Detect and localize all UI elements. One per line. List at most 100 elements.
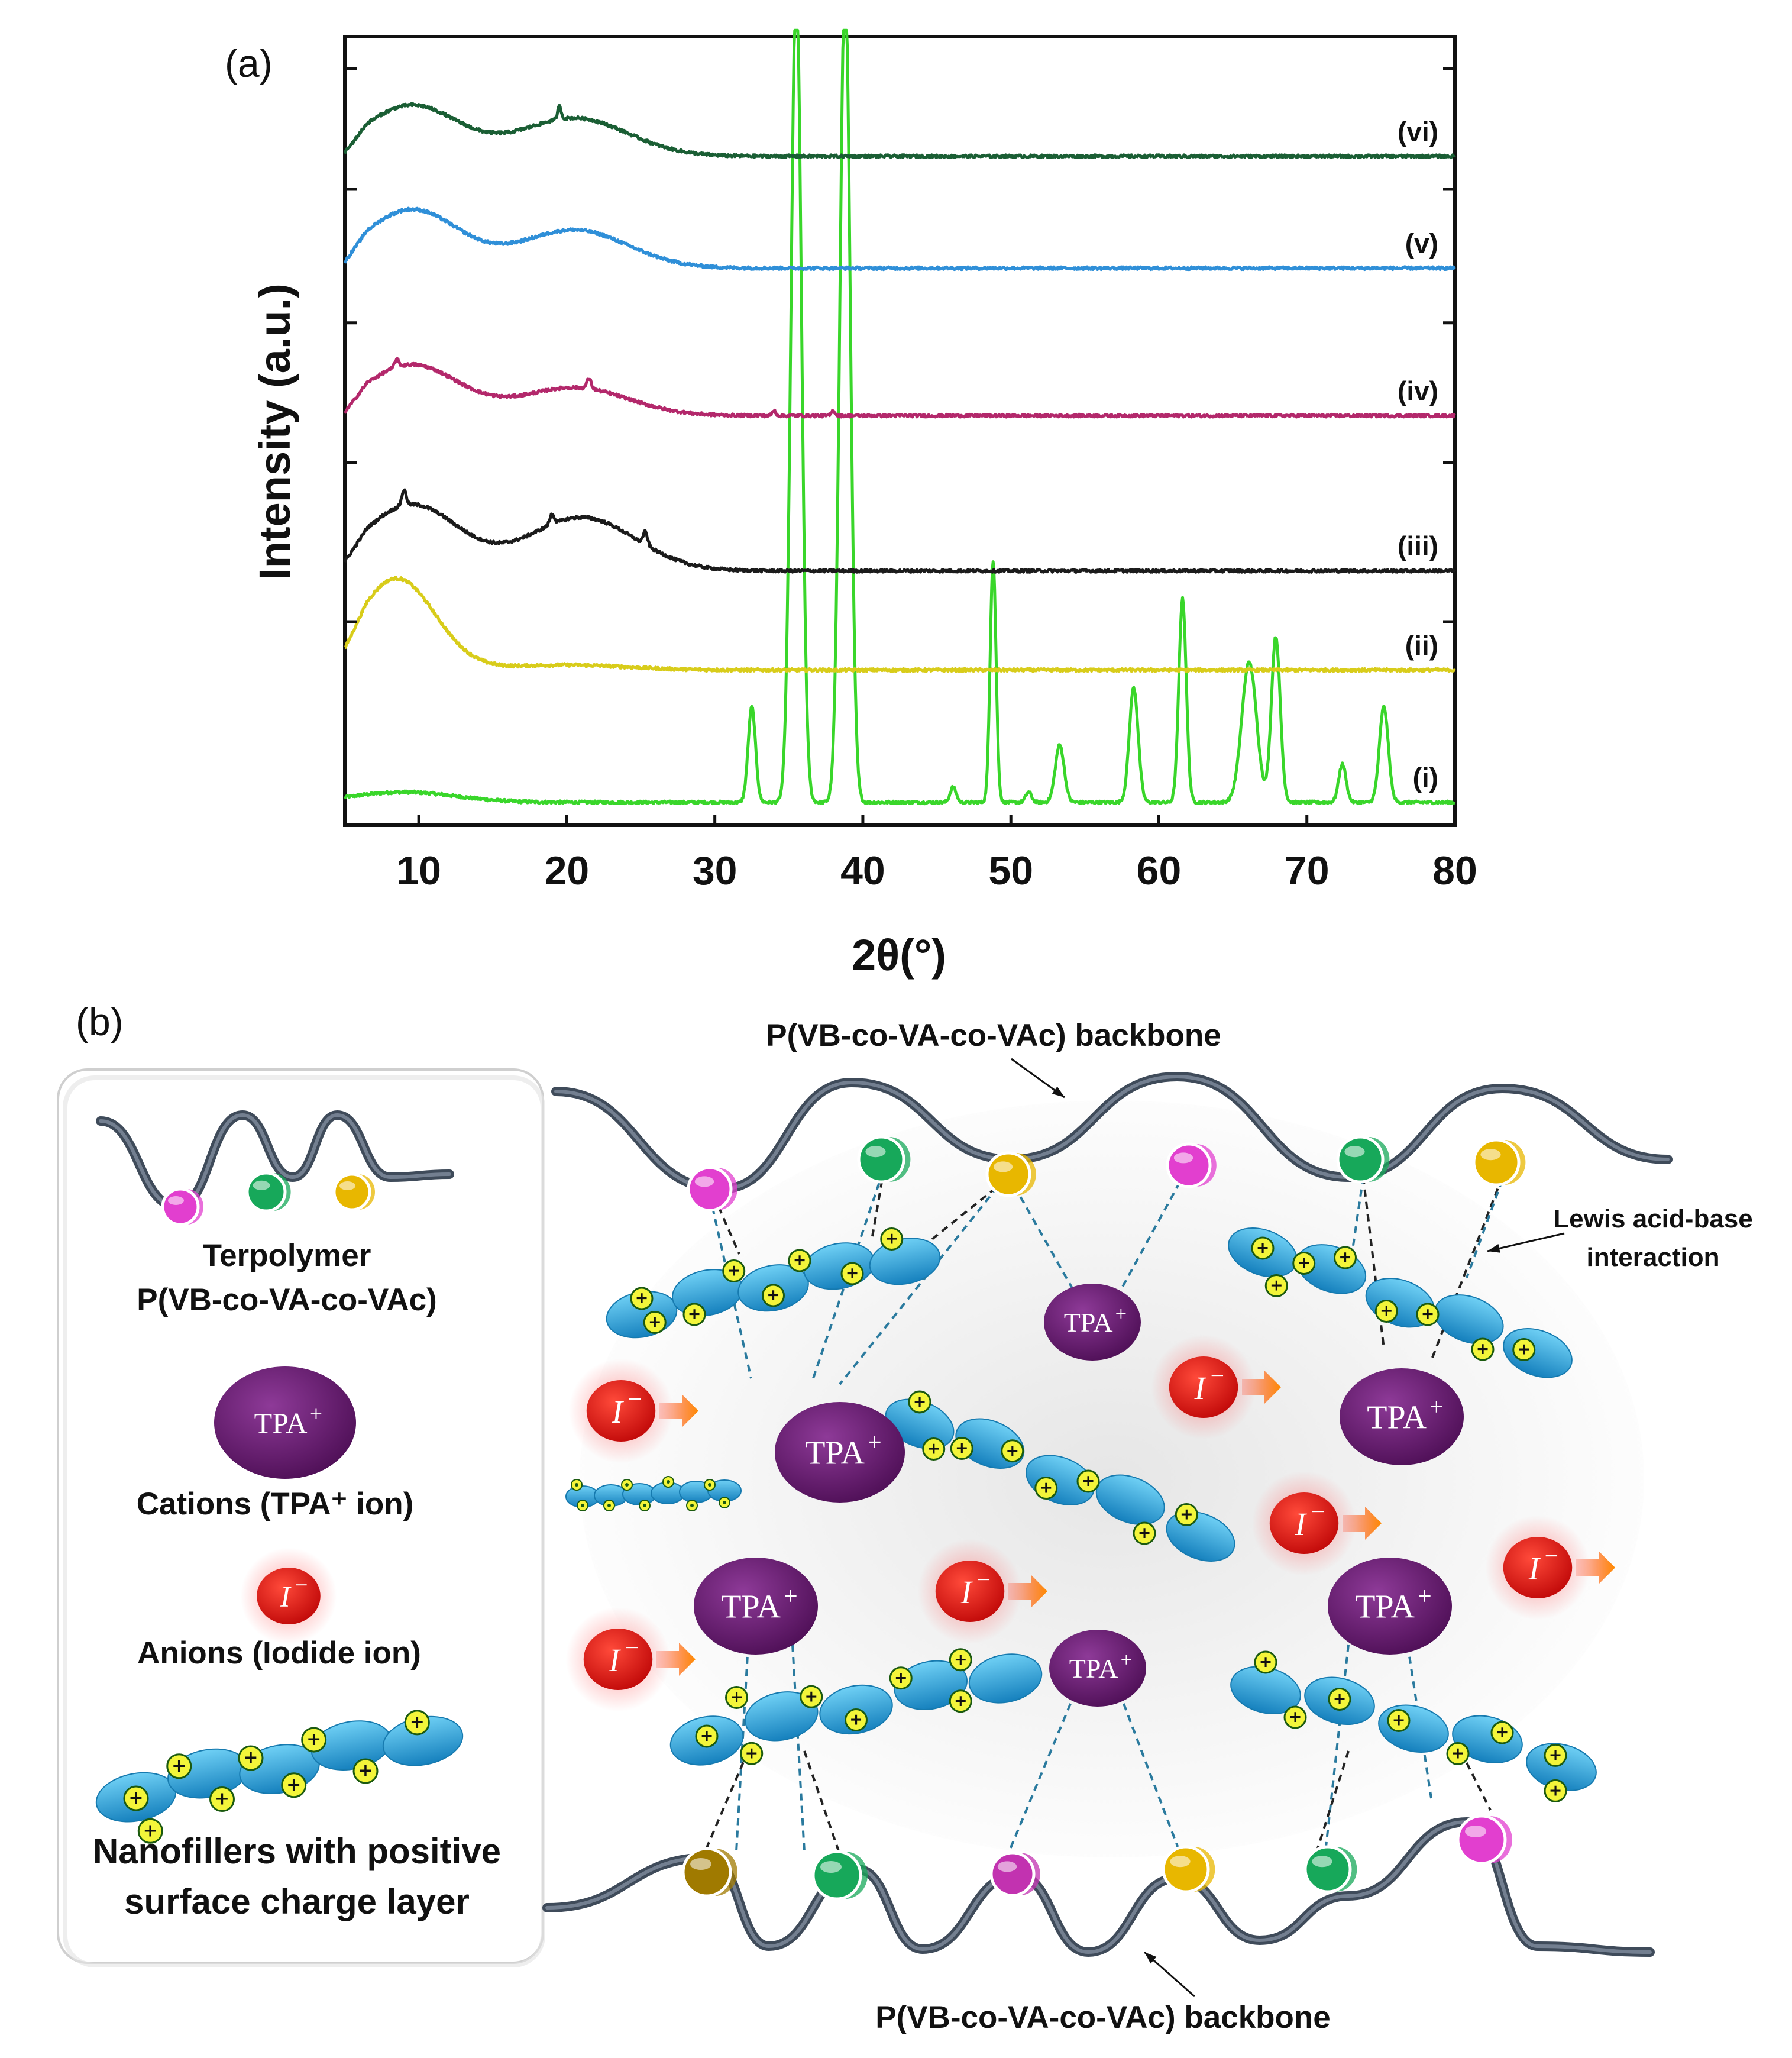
svg-text:−: − [977,1566,991,1593]
svg-text:+: + [1289,1708,1302,1726]
migration-arrow [1008,1575,1047,1608]
svg-text:+: + [1259,1653,1273,1671]
positive-charge: + [682,1303,706,1326]
x-tick-label: 40 [840,848,885,893]
interaction-line [803,1750,841,1855]
svg-text:+: + [286,1775,301,1795]
interaction-line [1362,1177,1385,1349]
svg-text:I: I [1295,1506,1308,1542]
series-line-iii [343,488,1457,574]
svg-text:I: I [280,1580,292,1613]
series-line-v [343,206,1456,272]
interaction-line [839,1176,1007,1385]
positive-charge: + [1416,1303,1440,1326]
svg-text:TPA: TPA [805,1435,865,1472]
series-label-i: (i) [1413,763,1438,793]
svg-text:+: + [1121,1649,1132,1672]
legend-yellow-unit [332,1172,375,1211]
lewis-pointer [1487,1232,1565,1252]
series-line-ii [344,576,1456,673]
x-axis-label: 2θ(°) [852,931,946,980]
tpa-ion-5: TPA + [1049,1630,1146,1707]
bottom-yellow-unit-2 [1162,1845,1215,1894]
plot-frame [343,35,1457,827]
interaction-line [1324,1644,1350,1858]
svg-text:TPA: TPA [254,1407,308,1440]
tpa-ion-6: TPA + [1328,1558,1452,1655]
migration-arrow [1343,1507,1382,1540]
svg-text:+: + [700,1727,714,1745]
nanofiller-bottom-left [669,1653,1043,1766]
positive-charge: + [404,1710,430,1736]
svg-text:+: + [1115,1303,1127,1326]
positive-charge: + [1133,1521,1156,1545]
positive-charge: + [695,1724,719,1748]
svg-text:+: + [1380,1302,1393,1320]
svg-text:+: + [410,1712,425,1733]
positive-charge: + [1175,1503,1198,1526]
top-magenta-unit-2 [1166,1142,1217,1188]
svg-text:TPA: TPA [721,1589,781,1626]
svg-text:−: − [628,1385,642,1413]
positive-charge: + [908,1390,931,1414]
svg-text:+: + [1138,1524,1151,1542]
svg-text:+: + [894,1669,908,1687]
interaction-line [717,1206,740,1255]
bottom-backbone-label: P(VB-co-VA-co-VAc) backbone [875,2000,1331,2035]
svg-text:TPA: TPA [1355,1589,1415,1626]
panel-b-label: (b) [76,1000,124,1043]
legend-terpolymer-line1: Terpolymer [203,1238,371,1273]
series-label-ii: (ii) [1405,630,1438,661]
legend-tpa-ion: TPA + [214,1366,356,1479]
y-axis-label: Intensity (a.u.) [250,283,299,580]
positive-charge: + [740,1742,764,1765]
svg-text:+: + [243,1747,258,1768]
positive-charge: + [123,1785,149,1811]
svg-text:+: + [143,1820,158,1841]
svg-text:I: I [1194,1370,1207,1406]
positive-charge: + [1076,1469,1100,1493]
interaction-line [1013,1185,1078,1296]
svg-text:+: + [1429,1394,1444,1421]
svg-text:−: − [1211,1362,1224,1389]
mechanism-diagram: TPA +I −+++++++++++ ++++++ +++ ++ ++ +++ + ++ ++++… [95,1058,1673,1998]
svg-text:+: + [635,1289,649,1307]
interaction-line [1117,1171,1187,1296]
svg-text:−: − [625,1634,639,1661]
series-line-vi [343,102,1456,159]
legend-nanofillers-line1: Nanofillers with positive [93,1831,501,1871]
positive-charge: + [1264,1274,1288,1297]
migration-arrow [659,1394,698,1427]
panel-a-label: (a) [225,41,273,85]
series-group [343,28,1457,806]
svg-text:+: + [1180,1505,1193,1524]
bottom-green-unit-2 [1303,1845,1357,1894]
top-green-unit-1 [857,1135,911,1184]
svg-text:+: + [1082,1472,1095,1490]
positive-charge: + [1446,1742,1470,1765]
svg-text:+: + [215,1789,229,1810]
iodide-ion-4: I − [917,1539,1047,1644]
series-label-vi: (vi) [1398,116,1438,147]
x-tick-label: 80 [1432,848,1477,893]
series-label-iv: (iv) [1398,376,1438,406]
svg-text:+: + [849,1711,863,1729]
lewis-label-line2: interaction [1587,1243,1720,1272]
svg-text:+: + [804,1687,818,1705]
svg-text:+: + [1421,1305,1435,1323]
iodide-ion-5: I − [565,1607,696,1712]
positive-charge: + [845,1708,868,1731]
y-ticks [345,67,1455,623]
positive-charge: + [840,1262,864,1285]
legend-iodide-ion: I − [240,1547,337,1645]
svg-text:+: + [885,1230,898,1248]
svg-text:+: + [1338,1248,1352,1267]
svg-text:−: − [1545,1542,1558,1569]
interaction-line [1004,1703,1072,1861]
svg-text:+: + [955,1439,969,1458]
positive-charge: + [889,1666,913,1690]
migration-arrow [1242,1371,1281,1404]
top-magenta-unit-1 [687,1166,737,1212]
tpa-ion-4: TPA + [694,1558,818,1655]
positive-charge: + [1544,1779,1567,1802]
